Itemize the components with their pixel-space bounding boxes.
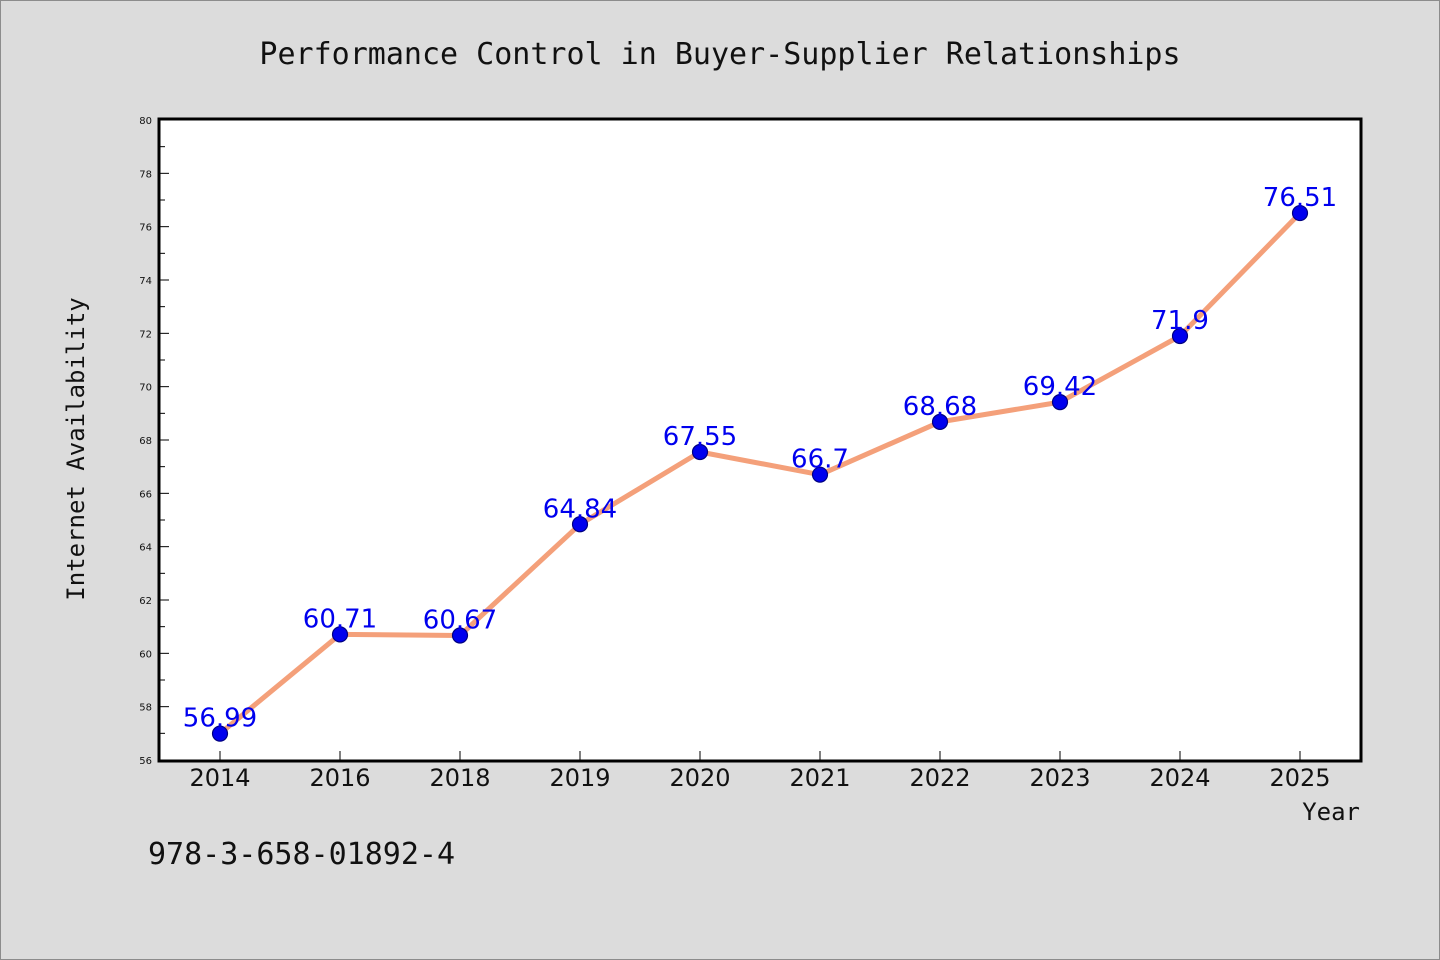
data-label: 71.9 — [1151, 306, 1209, 336]
series-layer: 56.99 60.71 60.67 64.84 67.55 66.7 68.68 69.42 7… — [183, 183, 1337, 742]
x-tick-label: 2024 — [1149, 764, 1210, 792]
data-point — [1171, 327, 1189, 345]
x-tick-label: 2014 — [189, 764, 250, 792]
y-tick-label: 78 — [139, 169, 152, 180]
plot-area — [157, 117, 1363, 763]
y-tick-label: 60 — [139, 649, 152, 660]
data-point — [211, 725, 229, 742]
x-axis-label: Year — [1302, 798, 1360, 826]
data-point — [1291, 204, 1309, 222]
x-tick-label: 2023 — [1029, 764, 1090, 792]
data-point — [1051, 394, 1069, 411]
y-tick-label: 70 — [139, 383, 152, 394]
x-axis: 2014 2016 2018 2019 2020 2021 2022 2023 2024 2025 — [189, 751, 1331, 792]
data-label: 76.51 — [1263, 183, 1337, 213]
x-tick-label: 2019 — [549, 764, 610, 792]
y-tick-label: 80 — [139, 116, 152, 127]
y-tick-label: 74 — [139, 276, 152, 287]
x-tick-label: 2020 — [669, 764, 730, 792]
y-axis-label: Internet Availability — [62, 297, 90, 600]
x-tick-label: 2021 — [789, 764, 850, 792]
y-tick-label: 72 — [139, 329, 152, 340]
data-label: 64.84 — [543, 494, 617, 524]
y-tick-label: 58 — [139, 703, 152, 714]
isbn-annotation: 978-3-658-01892-4 — [148, 837, 455, 872]
y-tick-label: 64 — [139, 543, 152, 554]
x-tick-label: 2018 — [429, 764, 490, 792]
data-point — [451, 627, 469, 644]
x-tick-label: 2016 — [309, 764, 370, 792]
y-tick-label: 56 — [139, 756, 152, 767]
data-label: 60.67 — [423, 605, 497, 635]
data-label: 69.42 — [1023, 372, 1097, 402]
data-label: 60.71 — [303, 604, 377, 634]
data-point — [931, 413, 949, 430]
x-tick-label: 2025 — [1269, 764, 1330, 792]
y-axis: 56 58 60 62 64 66 68 70 72 74 76 78 80 — [139, 116, 169, 767]
data-point — [331, 626, 349, 643]
data-point — [811, 466, 829, 483]
data-label: 56.99 — [183, 704, 257, 734]
y-tick-label: 66 — [139, 489, 152, 500]
y-tick-label: 62 — [139, 596, 152, 607]
y-tick-label: 76 — [139, 223, 152, 234]
data-label: 67.55 — [663, 422, 737, 452]
data-point — [691, 443, 709, 461]
data-label: 68.68 — [903, 392, 977, 422]
x-tick-label: 2022 — [909, 764, 970, 792]
chart-title: Performance Control in Buyer-Supplier Re… — [259, 37, 1180, 72]
y-tick-label: 68 — [139, 436, 152, 447]
series-line — [217, 210, 1303, 737]
data-point — [571, 516, 589, 533]
data-label: 66.7 — [791, 445, 849, 475]
